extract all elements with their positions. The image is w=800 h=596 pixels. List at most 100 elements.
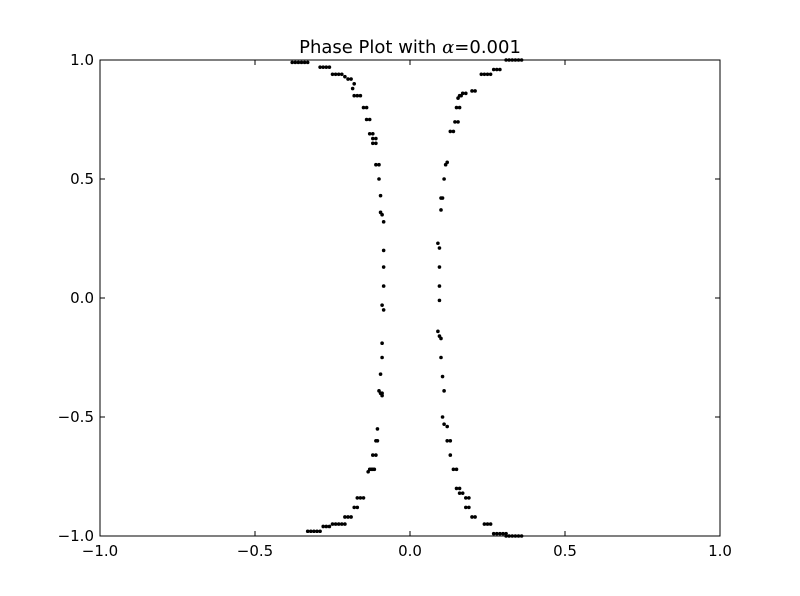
scatter-point xyxy=(495,531,499,536)
scatter-point xyxy=(378,193,383,198)
scatter-point xyxy=(336,522,341,526)
scatter-point xyxy=(349,77,353,81)
scatter-point xyxy=(488,522,493,526)
scatter-point xyxy=(440,374,445,379)
scatter-point xyxy=(467,505,471,510)
x-tick-label: 1.0 xyxy=(708,542,732,560)
scatter-point xyxy=(381,265,386,269)
scatter-point xyxy=(296,60,301,65)
scatter-point xyxy=(330,72,335,77)
scatter-point xyxy=(439,196,443,200)
scatter-point xyxy=(333,522,338,526)
scatter-point xyxy=(464,496,468,500)
scatter-point xyxy=(437,265,442,269)
scatter-point xyxy=(380,303,384,307)
scatter-point xyxy=(439,336,443,341)
x-tick-label: −1.0 xyxy=(82,542,118,560)
scatter-point xyxy=(371,131,375,136)
scatter-point xyxy=(321,65,326,69)
scatter-point xyxy=(482,522,487,526)
scatter-point xyxy=(358,496,363,500)
scatter-point xyxy=(352,505,357,510)
scatter-point xyxy=(381,220,386,224)
scatter-point xyxy=(380,393,384,398)
y-tick-label: −1.0 xyxy=(58,527,94,545)
scatter-point xyxy=(355,496,360,500)
chart-title: Phase Plot with α=0.001 xyxy=(299,37,521,58)
scatter-point xyxy=(454,467,459,472)
scatter-point xyxy=(437,246,442,250)
scatter-point xyxy=(448,453,453,457)
scatter-point xyxy=(451,129,456,134)
scatter-point xyxy=(457,486,462,491)
y-tick-label: 0.0 xyxy=(70,289,94,307)
scatter-point xyxy=(443,162,448,167)
scatter-point xyxy=(333,72,338,77)
scatter-point xyxy=(367,131,372,136)
scatter-point xyxy=(488,72,493,77)
scatter-point xyxy=(336,72,341,77)
scatter-point xyxy=(381,248,386,253)
scatter-point xyxy=(498,67,502,72)
scatter-point xyxy=(299,60,304,65)
scatter-point xyxy=(375,427,380,431)
scatter-point xyxy=(439,355,443,360)
scatter-point xyxy=(473,89,477,93)
y-tick-label: 1.0 xyxy=(70,51,94,69)
scatter-point xyxy=(330,522,335,526)
scatter-point xyxy=(372,467,377,472)
scatter-point xyxy=(315,529,319,534)
scatter-point xyxy=(442,422,446,426)
scatter-point xyxy=(355,93,360,98)
scatter-point xyxy=(451,467,456,472)
scatter-point xyxy=(436,241,440,246)
scatter-point xyxy=(371,141,375,146)
x-tick-label: 0.5 xyxy=(553,542,577,560)
scatter-point xyxy=(364,105,369,110)
scatter-point xyxy=(380,341,384,346)
scatter-point xyxy=(374,141,378,146)
scatter-point xyxy=(318,529,322,534)
scatter-point xyxy=(355,505,360,510)
scatter-point xyxy=(381,308,386,312)
scatter-point xyxy=(305,60,310,65)
y-tick-label: 0.5 xyxy=(70,170,94,188)
scatter-points xyxy=(290,58,524,538)
scatter-point xyxy=(374,136,378,141)
scatter-point xyxy=(346,515,350,519)
scatter-point xyxy=(482,72,487,77)
scatter-point xyxy=(498,531,502,536)
scatter-point xyxy=(364,117,369,122)
scatter-point xyxy=(464,91,468,96)
scatter-point xyxy=(318,65,322,69)
scatter-point xyxy=(460,491,465,495)
x-tick-label: 0.0 xyxy=(398,542,422,560)
scatter-point xyxy=(309,529,313,534)
scatter-point xyxy=(454,486,459,491)
scatter-point xyxy=(374,162,378,167)
scatter-point xyxy=(327,65,332,69)
scatter-point xyxy=(380,355,384,360)
scatter-point xyxy=(324,65,329,69)
scatter-point xyxy=(305,529,310,534)
scatter-point xyxy=(361,105,366,110)
scatter-point xyxy=(371,453,375,457)
scatter-point xyxy=(436,329,440,334)
scatter-point xyxy=(470,515,474,519)
scatter-point xyxy=(473,515,477,519)
scatter-point xyxy=(302,60,307,65)
scatter-point xyxy=(349,515,353,519)
scatter-point xyxy=(467,496,471,500)
scatter-point xyxy=(321,524,326,529)
scatter-point xyxy=(375,439,380,443)
scatter-point xyxy=(346,77,350,81)
scatter-point xyxy=(324,524,329,529)
scatter-point xyxy=(358,93,363,98)
scatter-point xyxy=(464,505,468,510)
scatter-point xyxy=(442,177,446,181)
scatter-point xyxy=(352,93,357,98)
scatter-point xyxy=(377,177,381,181)
scatter-point xyxy=(437,298,442,303)
scatter-point xyxy=(454,105,459,110)
